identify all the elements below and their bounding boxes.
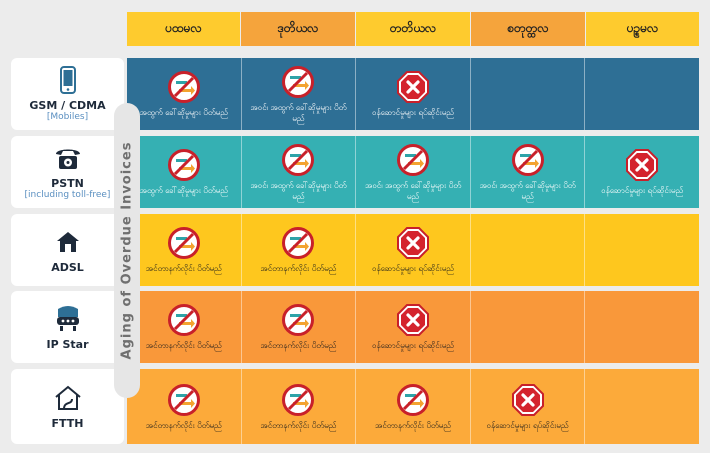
service-card-adsl: ADSL — [11, 214, 124, 286]
blocked-call-icon — [167, 383, 200, 416]
service-name: PSTN — [51, 177, 84, 190]
blocked-call-icon — [167, 304, 200, 336]
status-cell-label: အဝင်၊ အထွက် ခေါ်ဆိုမှုများ ပိတ်မည် — [250, 102, 347, 123]
status-cell: အင်တာနက်လိုင်း ပိတ်မည် — [127, 291, 242, 363]
status-row-gsm-cdma: အထွက် ခေါ်ဆိုမှုများ ပိတ်မည် အဝင်၊ အထွက် … — [127, 58, 699, 130]
service-name: FTTH — [51, 417, 84, 430]
service-subtitle: [including toll-free] — [24, 190, 111, 200]
service-card-gsm-cdma: GSM / CDMA [Mobiles] — [11, 58, 124, 130]
status-cell — [585, 291, 699, 363]
column-header-month-3: တတိယလ — [356, 12, 470, 46]
status-cell-label: အထွက် ခေါ်ဆိုမှုများ ပိတ်မည် — [139, 108, 228, 117]
status-cell: ဝန်ဆောင်မှုများ ရပ်ဆိုင်းမည် — [356, 291, 471, 363]
status-cell — [585, 369, 699, 444]
service-name: ADSL — [51, 260, 84, 274]
status-cell: အဝင်၊ အထွက် ခေါ်ဆိုမှုများ ပိတ်မည် — [242, 136, 357, 208]
adsl-house-icon — [51, 227, 85, 257]
column-header-month-1: ပထမလ — [127, 12, 240, 46]
status-cell: အင်တာနက်လိုင်း ပိတ်မည် — [242, 369, 357, 444]
status-cell — [471, 214, 586, 286]
status-cell-label: အင်တာနက်လိုင်း ပိတ်မည် — [145, 341, 222, 350]
status-cell: ဝန်ဆောင်မှုများ ရပ်ဆိုင်းမည် — [471, 369, 586, 444]
status-cell-label: အင်တာနက်လိုင်း ပိတ်မည် — [260, 341, 337, 350]
status-cell-label: ဝန်ဆောင်မှုများ ရပ်ဆိုင်းမည် — [371, 341, 455, 350]
status-cell: ဝန်ဆောင်မှုများ ရပ်ဆိုင်းမည် — [356, 214, 471, 286]
blocked-call-icon — [511, 143, 544, 176]
service-card-ftth: FTTH — [11, 369, 124, 444]
blocked-call-icon — [396, 383, 429, 416]
status-cell: အထွက် ခေါ်ဆိုမှုများ ပိတ်မည် — [127, 58, 242, 130]
status-cell — [585, 58, 699, 130]
status-cell-label: အဝင်၊ အထွက် ခေါ်ဆိုမှုများ ပိတ်မည် — [250, 180, 347, 201]
column-header-month-5: ပဉ္စမလ — [586, 12, 699, 46]
service-name: IP Star — [46, 337, 89, 351]
status-cell: ဝန်ဆောင်မှုများ ရပ်ဆိုင်းမည် — [585, 136, 699, 208]
status-cell: အဝင်၊ အထွက် ခေါ်ဆိုမှုများ ပိတ်မည် — [356, 136, 471, 208]
status-cell-label: အဝင်၊ အထွက် ခေါ်ဆိုမှုများ ပိတ်မည် — [364, 180, 461, 201]
cancel-service-icon — [396, 227, 429, 259]
status-cell: အင်တာနက်လိုင်း ပိတ်မည် — [356, 369, 471, 444]
status-cell-label: အထွက် ခေါ်ဆိုမှုများ ပိတ်မည် — [139, 186, 228, 195]
blocked-call-icon — [282, 65, 315, 98]
status-row-ftth: အင်တာနက်လိုင်း ပိတ်မည် အင်တာနက်လိုင်း ပိတ… — [127, 369, 699, 444]
status-row-pstn: အထွက် ခေါ်ဆိုမှုများ ပိတ်မည် အဝင်၊ အထွက် … — [127, 136, 699, 208]
status-cell-label: ဝန်ဆောင်မှုများ ရပ်ဆိုင်းမည် — [371, 264, 455, 273]
cancel-service-icon — [396, 71, 429, 103]
blocked-call-icon — [396, 143, 429, 176]
cancel-service-icon — [626, 149, 659, 181]
status-cell: အင်တာနက်လိုင်း ပိတ်မည် — [242, 291, 357, 363]
mobile-phone-icon — [51, 65, 85, 95]
status-row-ip-star: အင်တာနက်လိုင်း ပိတ်မည် အင်တာနက်လိုင်း ပိတ… — [127, 291, 699, 363]
status-cell: အဝင်၊ အထွက် ခေါ်ဆိုမှုများ ပိတ်မည် — [471, 136, 586, 208]
cancel-service-icon — [396, 304, 429, 336]
column-header-month-4: စတုတ္ထလ — [471, 12, 585, 46]
status-cell — [471, 58, 586, 130]
status-cell — [471, 291, 586, 363]
column-header-month-2: ဒုတိယလ — [241, 12, 355, 46]
status-cell: အထွက် ခေါ်ဆိုမှုများ ပိတ်မည် — [127, 136, 242, 208]
aging-of-overdue-invoices-label: Aging of Overdue Invoices — [114, 103, 140, 398]
service-card-ip-star: IP Star — [11, 291, 124, 363]
service-subtitle: [Mobiles] — [46, 112, 89, 122]
cancel-service-icon — [511, 383, 544, 416]
blocked-call-icon — [282, 143, 315, 176]
status-row-adsl: အင်တာနက်လိုင်း ပိတ်မည် အင်တာနက်လိုင်း ပိတ… — [127, 214, 699, 286]
status-cell-label: အင်တာနက်လိုင်း ပိတ်မည် — [145, 264, 222, 273]
blocked-call-icon — [282, 304, 315, 336]
landline-phone-icon — [51, 143, 85, 173]
status-cell-label: အင်တာနက်လိုင်း ပိတ်မည် — [374, 420, 451, 430]
service-name: GSM / CDMA — [29, 99, 106, 112]
status-cell-label: ဝန်ဆောင်မှုများ ရပ်ဆိုင်းမည် — [371, 108, 455, 117]
status-cell: ဝန်ဆောင်မှုများ ရပ်ဆိုင်းမည် — [356, 58, 471, 130]
status-cell-label: အင်တာနက်လိုင်း ပိတ်မည် — [260, 264, 337, 273]
ftth-house-icon — [51, 383, 85, 413]
status-cell: အင်တာနက်လိုင်း ပိတ်မည် — [242, 214, 357, 286]
status-cell-label: အဝင်၊ အထွက် ခေါ်ဆိုမှုများ ပိတ်မည် — [479, 180, 576, 201]
status-cell: အဝင်၊ အထွက် ခေါ်ဆိုမှုများ ပိတ်မည် — [242, 58, 357, 130]
blocked-call-icon — [167, 71, 200, 103]
blocked-call-icon — [167, 227, 200, 259]
status-cell-label: အင်တာနက်လိုင်း ပိတ်မည် — [260, 420, 337, 430]
blocked-call-icon — [167, 149, 200, 181]
status-cell-label: ဝန်ဆောင်မှုများ ရပ်ဆိုင်းမည် — [601, 186, 684, 195]
blocked-call-icon — [282, 227, 315, 259]
status-cell — [585, 214, 699, 286]
status-cell-label: အင်တာနက်လိုင်း ပိတ်မည် — [145, 420, 222, 430]
service-card-pstn: PSTN [including toll-free] — [11, 136, 124, 208]
blocked-call-icon — [282, 383, 315, 416]
aging-label-text: Aging of Overdue Invoices — [119, 141, 135, 360]
status-cell: အင်တာနက်လိုင်း ပိတ်မည် — [127, 369, 242, 444]
status-cell: အင်တာနက်လိုင်း ပိတ်မည် — [127, 214, 242, 286]
status-cell-label: ဝန်ဆောင်မှုများ ရပ်ဆိုင်းမည် — [486, 420, 569, 430]
satellite-modem-icon — [51, 304, 85, 334]
